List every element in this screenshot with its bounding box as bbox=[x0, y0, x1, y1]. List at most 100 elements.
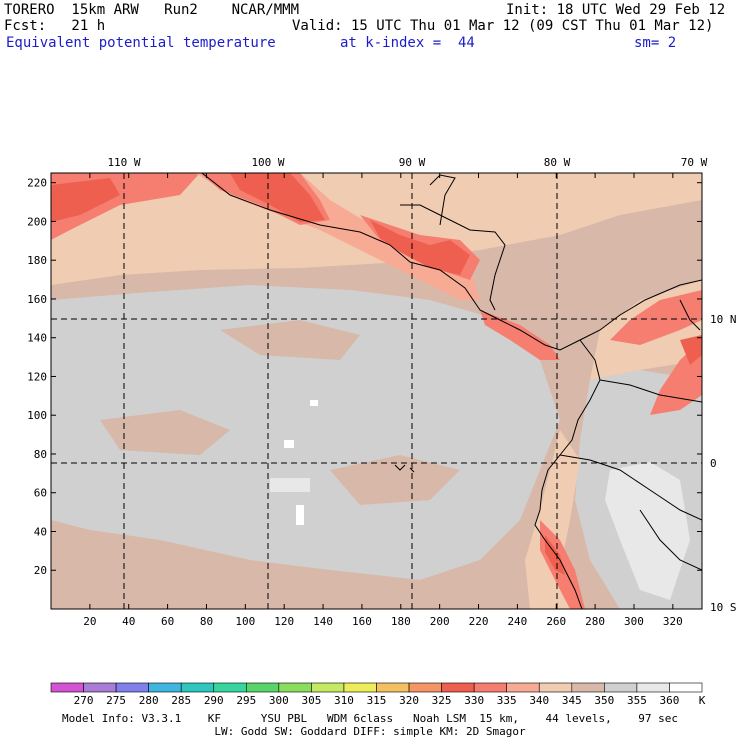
init-time: Init: 18 UTC Wed 29 Feb 12 bbox=[506, 2, 726, 18]
y-tick-label: 200 bbox=[27, 215, 47, 228]
field-core-330-guat bbox=[370, 220, 470, 275]
border-ecuador-peru bbox=[559, 454, 702, 521]
longitude-label: 80 W bbox=[544, 156, 571, 169]
x-tick-label: 260 bbox=[546, 615, 566, 628]
colorbar-label: 305 bbox=[301, 694, 321, 707]
level-info: at k-index = 44 bbox=[340, 35, 475, 51]
y-tick-label: 140 bbox=[27, 332, 47, 345]
y-tick-label: 220 bbox=[27, 177, 47, 190]
x-tick-label: 100 bbox=[235, 615, 255, 628]
colorbar-swatch bbox=[148, 682, 182, 693]
colorbar-swatch bbox=[213, 682, 247, 693]
coastline-honduras bbox=[400, 204, 506, 311]
axis-labels: 20 40 60 80 100 120 140 160 180 200 220 20 40 60 80 100… bbox=[27, 156, 736, 628]
field-patch-345-d bbox=[51, 560, 540, 609]
x-tick-label: 200 bbox=[430, 615, 450, 628]
field-speck-360 bbox=[284, 440, 294, 448]
y-tick-label: 20 bbox=[34, 564, 47, 577]
x-tick-label: 160 bbox=[352, 615, 372, 628]
field-band-335-ven bbox=[610, 290, 702, 345]
y-tick-label: 180 bbox=[27, 254, 47, 267]
field-speck-355 bbox=[270, 478, 310, 492]
field-core-330-col bbox=[680, 335, 702, 365]
longitude-label: 110 W bbox=[107, 156, 140, 169]
colorbar-unit: K bbox=[699, 694, 706, 707]
x-tick-label: 120 bbox=[274, 615, 294, 628]
colorbar-label: 275 bbox=[106, 694, 126, 707]
x-tick-label: 140 bbox=[313, 615, 333, 628]
colorbar-label: 355 bbox=[627, 694, 647, 707]
field-patch-345-c bbox=[330, 455, 460, 505]
y-tick-label: 60 bbox=[34, 487, 47, 500]
valid-time: Valid: 15 UTC Thu 01 Mar 12 (09 CST Thu … bbox=[292, 18, 714, 34]
colorbar-swatch bbox=[538, 682, 573, 693]
y-tick-label: 100 bbox=[27, 409, 47, 422]
border-peru-brazil bbox=[639, 509, 702, 571]
galapagos-islands bbox=[394, 464, 415, 473]
colorbar-swatch bbox=[50, 682, 84, 693]
colorbar-label: 350 bbox=[594, 694, 614, 707]
model-title: TORERO 15km ARW Run2 NCAR/MMM bbox=[4, 2, 300, 18]
x-tick-label: 180 bbox=[391, 615, 411, 628]
colorbar-swatch bbox=[376, 682, 410, 693]
colorbar-swatch bbox=[115, 682, 149, 693]
colorbar bbox=[50, 682, 703, 693]
latitude-label: 10 S bbox=[710, 601, 737, 614]
colorbar-swatch bbox=[669, 682, 703, 693]
x-tick-label: 300 bbox=[624, 615, 644, 628]
colorbar-swatch bbox=[311, 682, 345, 693]
colorbar-swatch bbox=[506, 682, 540, 693]
colorbar-swatch bbox=[636, 682, 670, 693]
field-speck-360 bbox=[310, 400, 318, 406]
field-band-335-cr bbox=[480, 310, 560, 360]
colorbar-label: 360 bbox=[660, 694, 680, 707]
axis-ticks bbox=[51, 173, 702, 609]
colorbar-label: 330 bbox=[464, 694, 484, 707]
colorbar-label: 270 bbox=[74, 694, 94, 707]
y-tick-label: 40 bbox=[34, 525, 47, 538]
coastlines bbox=[201, 173, 702, 609]
colorbar-label: 335 bbox=[497, 694, 517, 707]
longitude-label: 100 W bbox=[251, 156, 284, 169]
colorbar-label: 285 bbox=[171, 694, 191, 707]
y-tick-label: 160 bbox=[27, 293, 47, 306]
model-info-line1: Model Info: V3.3.1 KF YSU PBL WDM 6class… bbox=[62, 712, 678, 725]
field-band-350 bbox=[51, 285, 560, 580]
x-tick-label: 240 bbox=[507, 615, 527, 628]
latitude-label: 0 bbox=[710, 457, 717, 470]
colorbar-swatch bbox=[441, 682, 475, 693]
longitude-label: 70 W bbox=[681, 156, 708, 169]
colorbar-label: 325 bbox=[432, 694, 452, 707]
colorbar-label: 310 bbox=[334, 694, 354, 707]
colorbar-label: 320 bbox=[399, 694, 419, 707]
forecast-hour: Fcst: 21 h bbox=[4, 18, 106, 34]
y-tick-label: 80 bbox=[34, 448, 47, 461]
x-tick-label: 60 bbox=[161, 615, 174, 628]
smoothing-info: sm= 2 bbox=[634, 35, 677, 51]
field-land-355 bbox=[605, 462, 690, 600]
map-frame bbox=[50, 172, 703, 610]
model-info-line2: LW: Godd SW: Goddard DIFF: simple KM: 2D… bbox=[214, 725, 526, 738]
x-tick-label: 40 bbox=[122, 615, 135, 628]
theta-e-field bbox=[51, 173, 702, 609]
colorbar-swatch bbox=[408, 682, 442, 693]
colorbar-label: 300 bbox=[269, 694, 289, 707]
field-patch-345-b bbox=[100, 410, 230, 455]
coastline-south-america-w bbox=[534, 339, 601, 609]
colorbar-label: 290 bbox=[204, 694, 224, 707]
field-speck-360 bbox=[296, 505, 304, 525]
coastline-yucatan bbox=[429, 174, 456, 226]
latlon-grid bbox=[51, 173, 702, 609]
colorbar-swatch bbox=[278, 682, 312, 693]
colorbar-swatch bbox=[343, 682, 377, 693]
field-coast-340-s bbox=[525, 430, 580, 609]
colorbar-labels: 270 275 280 285 290 295 300 305 310 315 320 325 330 3… bbox=[74, 694, 706, 707]
colorbar-label: 280 bbox=[139, 694, 159, 707]
border-venezuela bbox=[679, 299, 701, 331]
colorbar-swatch bbox=[246, 682, 280, 693]
y-tick-label: 120 bbox=[27, 370, 47, 383]
x-tick-label: 20 bbox=[83, 615, 96, 628]
field-name: Equivalent potential temperature bbox=[6, 35, 276, 51]
coastline-central-america bbox=[201, 173, 702, 351]
